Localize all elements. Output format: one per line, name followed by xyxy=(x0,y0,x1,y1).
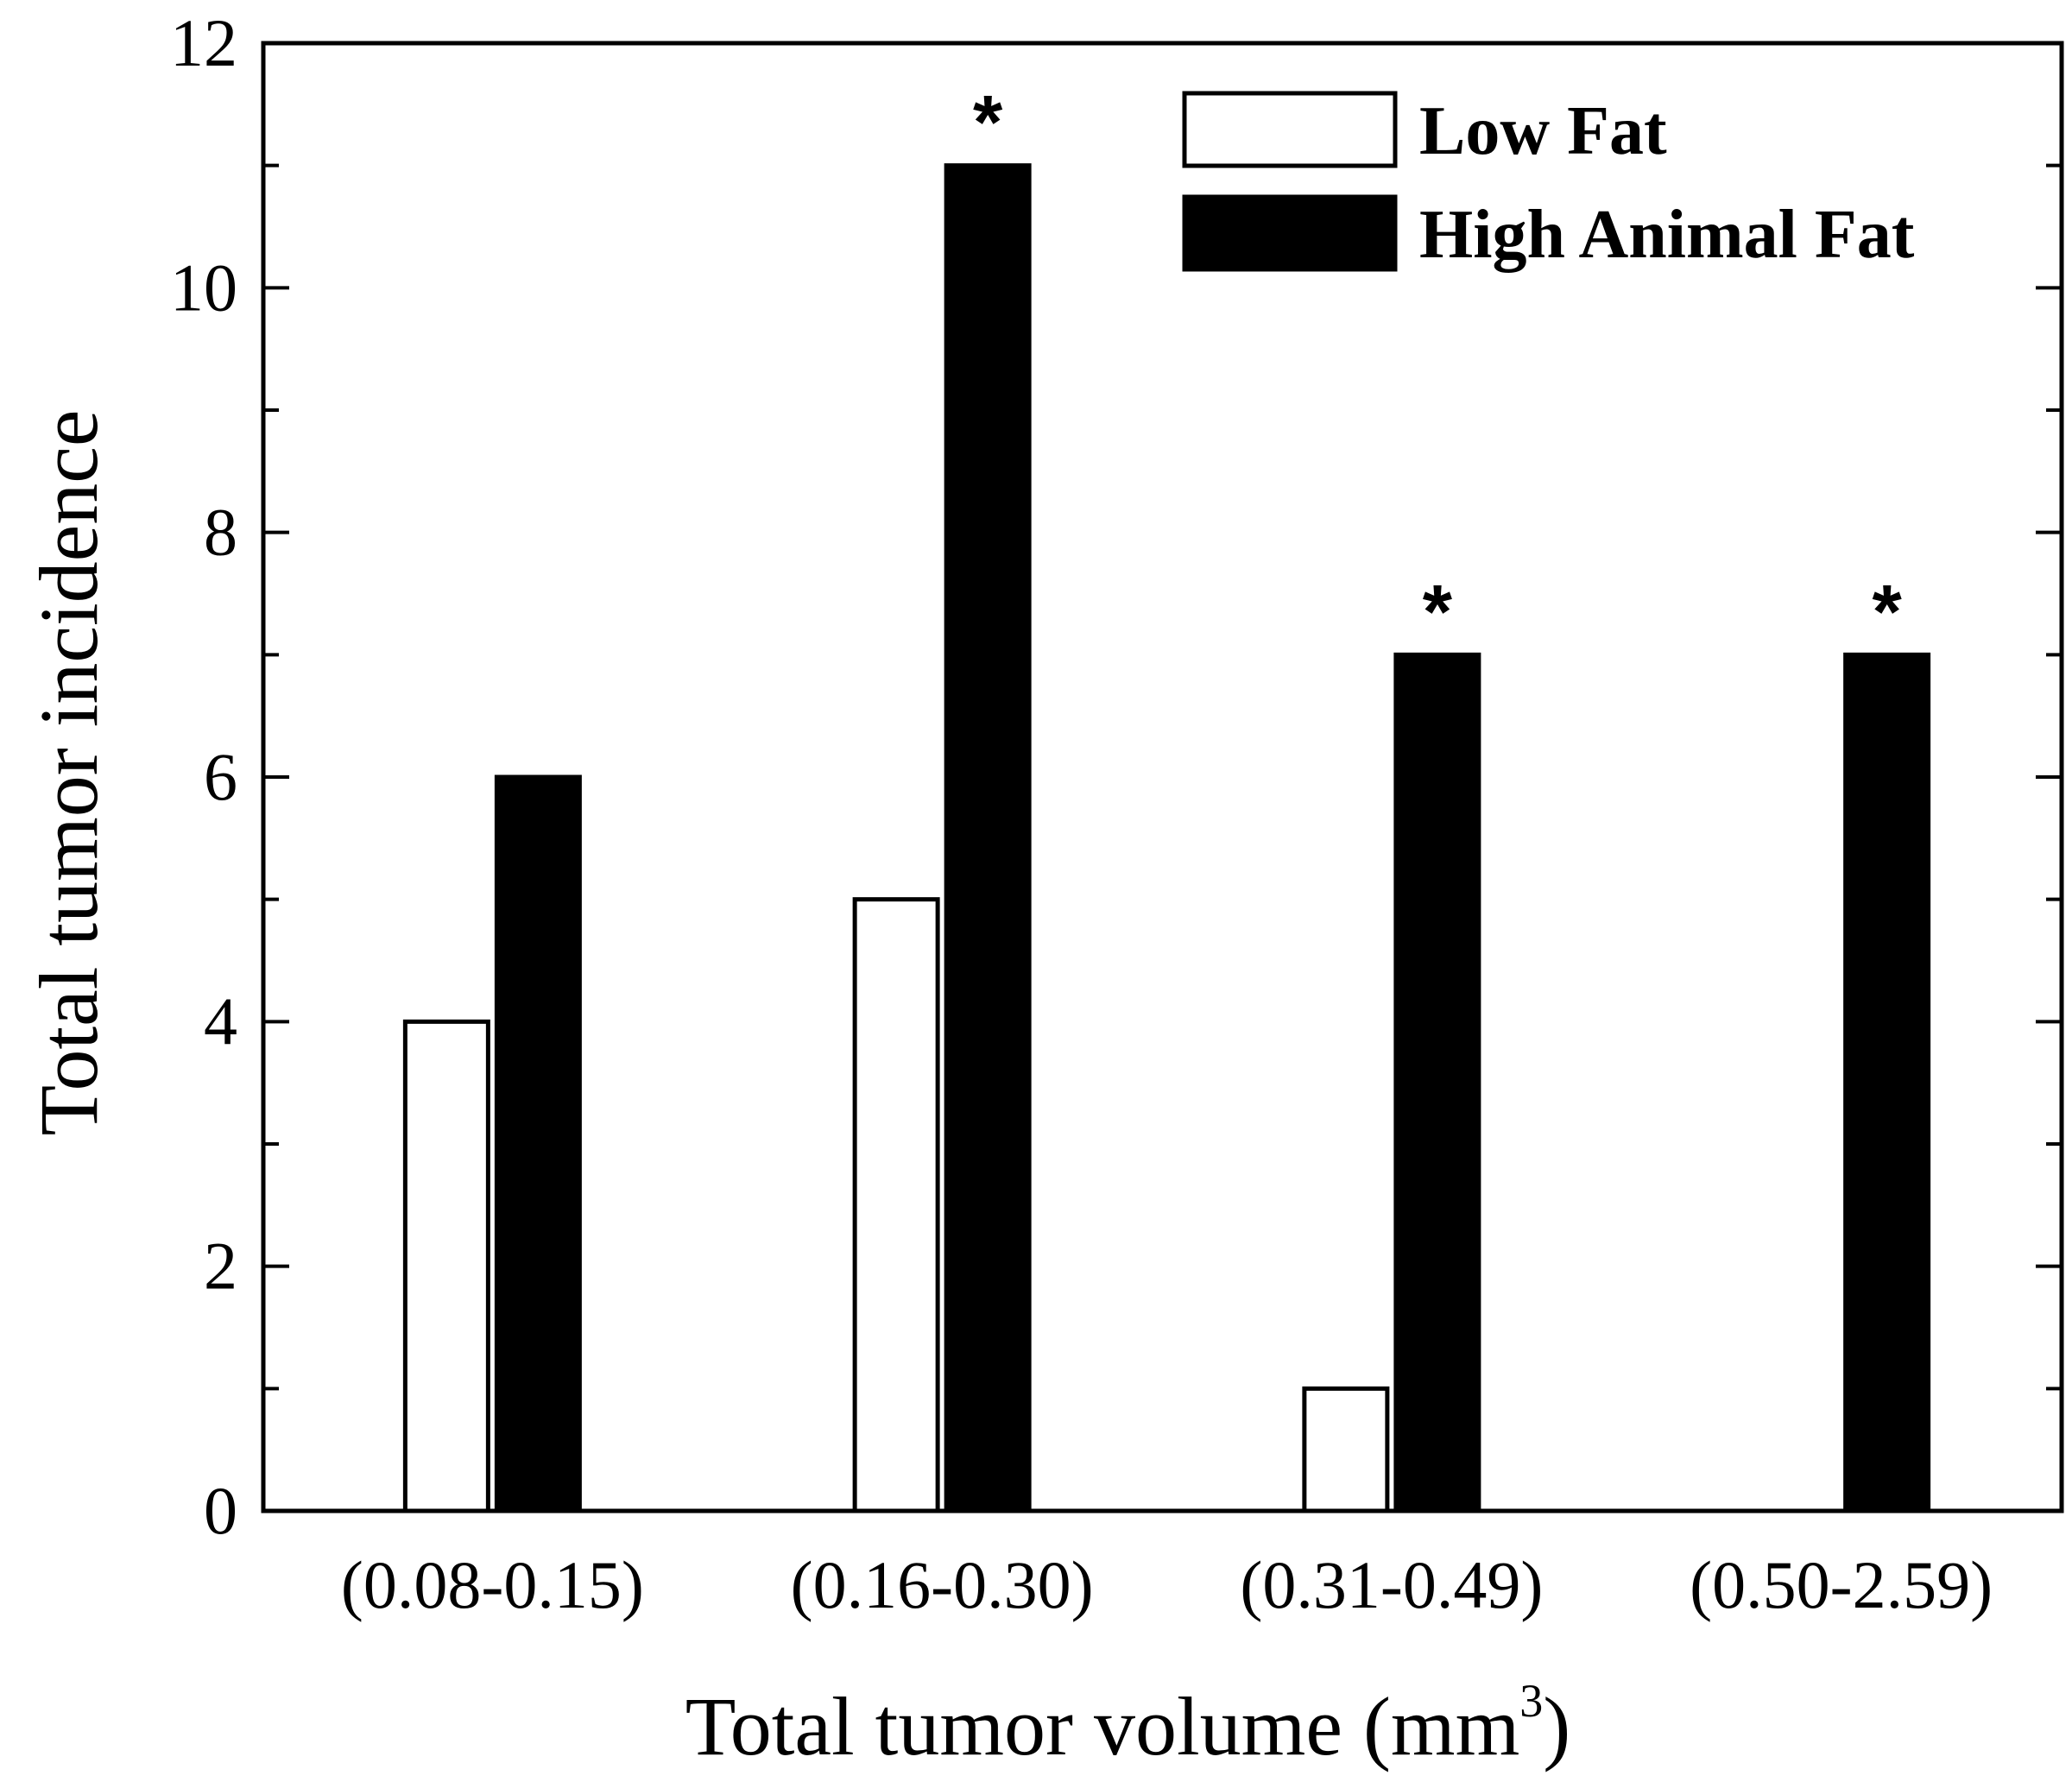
y-tick-label: 12 xyxy=(170,5,237,80)
y-tick-label: 0 xyxy=(204,1473,237,1548)
bar-high-animal-fat-3 xyxy=(1393,652,1481,1513)
x-axis-title-main: Total tumor volume (mm xyxy=(685,1680,1519,1773)
y-tick-label: 6 xyxy=(204,739,237,814)
legend-swatch-low-fat xyxy=(1182,91,1398,168)
bars: * * * xyxy=(402,79,1931,1513)
bar-low-fat-3 xyxy=(1302,1386,1390,1513)
bar-high-animal-fat-2 xyxy=(944,163,1032,1513)
tick-labels: 0 2 4 6 8 10 12 (0.08-0.15) (0.16-0.30) (0.31-0.4… xyxy=(170,5,1993,1622)
y-tick-label: 4 xyxy=(204,983,237,1058)
legend: Low Fat High Animal Fat xyxy=(1182,91,1915,273)
x-axis-title-suffix: ) xyxy=(1543,1680,1570,1773)
x-axis-title: Total tumor volume (mm3) xyxy=(685,1675,1570,1773)
y-tick-label: 2 xyxy=(204,1229,237,1304)
legend-swatch-high-animal-fat xyxy=(1182,194,1398,272)
legend-label-high-animal-fat: High Animal Fat xyxy=(1419,197,1915,273)
significance-star: * xyxy=(1873,568,1903,654)
bar-high-animal-fat-4 xyxy=(1843,652,1931,1513)
y-tick-label: 10 xyxy=(170,250,237,325)
bar-high-animal-fat-1 xyxy=(494,774,582,1513)
x-tick-label: (0.50-2.59) xyxy=(1690,1547,1993,1622)
plot-frame xyxy=(261,41,2064,1513)
y-axis-title: Total tumor incidence xyxy=(22,410,115,1136)
x-tick-label: (0.16-0.30) xyxy=(791,1547,1094,1622)
legend-label-low-fat: Low Fat xyxy=(1419,93,1667,169)
x-tick-label: (0.08-0.15) xyxy=(341,1547,644,1622)
significance-star: * xyxy=(973,79,1003,165)
y-tick-label: 8 xyxy=(204,495,237,570)
significance-star: * xyxy=(1423,568,1453,654)
x-axis-title-superscript: 3 xyxy=(1519,1675,1543,1727)
x-tick-label: (0.31-0.49) xyxy=(1240,1547,1543,1622)
bar-low-fat-1 xyxy=(402,1019,490,1513)
bar-low-fat-2 xyxy=(852,897,940,1513)
